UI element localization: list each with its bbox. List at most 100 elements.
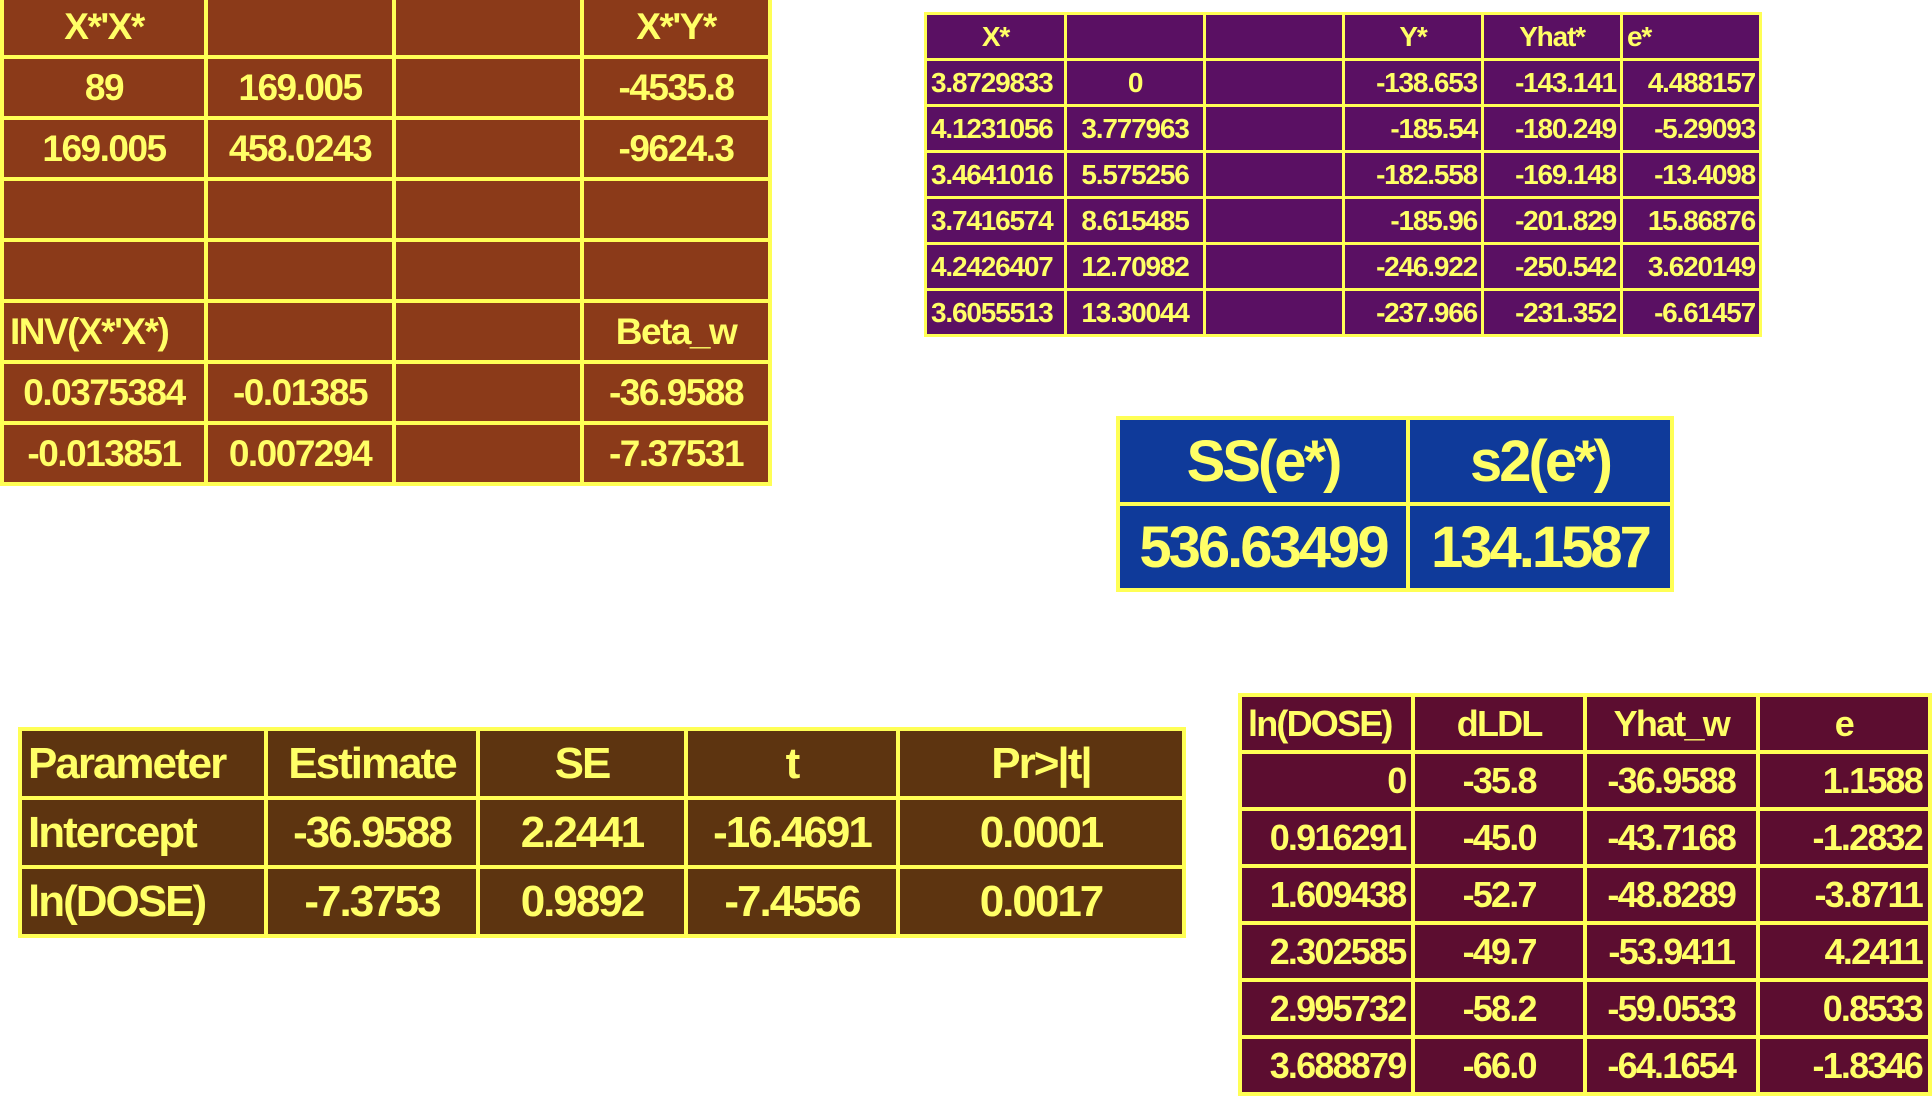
- transformed-data-row-cell: [1203, 196, 1345, 245]
- dose-response-row-cell: -49.7: [1411, 921, 1587, 982]
- parameter-estimates-row-cell: t: [684, 727, 900, 800]
- transformed-data-row-cell: Y*: [1342, 12, 1484, 61]
- ss-header-sse: SS(e*): [1116, 416, 1410, 506]
- parameter-estimates-row-cell: Intercept: [18, 796, 268, 869]
- xtx-matrix-row-cell: [392, 299, 584, 364]
- ss-header-row: SS(e*) s2(e*): [1116, 416, 1674, 506]
- xtx-matrix-row-cell: -0.013851: [0, 421, 208, 486]
- transformed-data-row-cell: [1203, 12, 1345, 61]
- transformed-data-row-cell: 8.615485: [1064, 196, 1206, 245]
- dose-response-row: ln(DOSE) dLDL Yhat_w e: [1237, 693, 1932, 754]
- parameter-estimates-row-cell: Estimate: [264, 727, 480, 800]
- parameter-estimates-row: ln(DOSE) -7.3753 0.9892 -7.4556 0.0017: [18, 865, 1186, 938]
- xtx-matrix-row-cell: Beta_w: [580, 299, 772, 364]
- transformed-data-body: X* Y* Yhat* e* 3.8729833 0 -138.653 -143.141 4.4…: [924, 12, 1762, 337]
- parameter-estimates-body: Parameter Estimate SE t Pr>|t| Intercept -36.9…: [18, 727, 1186, 938]
- xtx-matrix-row: 89 169.005 -4535.8: [0, 55, 772, 120]
- dose-response-row-cell: 2.995732: [1237, 978, 1416, 1039]
- xtx-matrix-row-cell: X*'X*: [0, 0, 208, 59]
- xtx-matrix-row-cell: [204, 299, 396, 364]
- dose-response-row-cell: 0.8533: [1755, 978, 1932, 1039]
- dose-response-row-cell: 3.688879: [1237, 1035, 1416, 1096]
- xtx-matrix-row-cell: -7.37531: [580, 421, 772, 486]
- xtx-matrix-row: X*'X* X*'Y*: [0, 0, 772, 59]
- transformed-data-row: 4.2426407 12.70982 -246.922 -250.542 3.62014…: [924, 242, 1762, 291]
- parameter-estimates-row-cell: 0.0017: [896, 865, 1186, 938]
- dose-response-table: ln(DOSE) dLDL Yhat_w e 0 -35.8 -36.9588 1.1588 0…: [1237, 693, 1932, 1096]
- transformed-data-row-cell: -180.249: [1481, 104, 1623, 153]
- dose-response-row-cell: -36.9588: [1582, 750, 1760, 811]
- xtx-matrix-row: 0.0375384 -0.01385 -36.9588: [0, 360, 772, 425]
- transformed-data-row-cell: -237.966: [1342, 288, 1484, 337]
- transformed-data-row: 3.7416574 8.615485 -185.96 -201.829 15.86876: [924, 196, 1762, 245]
- parameter-estimates-row-cell: Parameter: [18, 727, 268, 800]
- dose-response-body: ln(DOSE) dLDL Yhat_w e 0 -35.8 -36.9588 1.1588 0…: [1237, 693, 1932, 1096]
- dose-response-row-cell: ln(DOSE): [1237, 693, 1416, 754]
- parameter-estimates-row-cell: -16.4691: [684, 796, 900, 869]
- xtx-matrix-row: 169.005 458.0243 -9624.3: [0, 116, 772, 181]
- ss-value-s2: 134.1587: [1406, 502, 1674, 592]
- dose-response-row-cell: -1.2832: [1755, 807, 1932, 868]
- transformed-data-row-cell: X*: [924, 12, 1067, 61]
- transformed-data-row-cell: -143.141: [1481, 58, 1623, 107]
- transformed-data-row-cell: 13.30044: [1064, 288, 1206, 337]
- parameter-estimates-row-cell: SE: [476, 727, 688, 800]
- dose-response-row-cell: -53.9411: [1582, 921, 1760, 982]
- xtx-matrix-row-cell: [580, 238, 772, 303]
- transformed-data-row-cell: [1203, 104, 1345, 153]
- transformed-data-row-cell: 4.1231056: [924, 104, 1067, 153]
- xtx-matrix-row-cell: [392, 421, 584, 486]
- dose-response-row-cell: -35.8: [1411, 750, 1587, 811]
- xtx-matrix-row-cell: 0.0375384: [0, 360, 208, 425]
- xtx-matrix-row-cell: -4535.8: [580, 55, 772, 120]
- dose-response-row-cell: dLDL: [1411, 693, 1587, 754]
- transformed-data-row-cell: -169.148: [1481, 150, 1623, 199]
- dose-response-row: 1.609438 -52.7 -48.8289 -3.8711: [1237, 864, 1932, 925]
- transformed-data-row-cell: 3.777963: [1064, 104, 1206, 153]
- dose-response-row-cell: -58.2: [1411, 978, 1587, 1039]
- xtx-matrix-row: [0, 238, 772, 303]
- xtx-matrix-row-cell: 169.005: [0, 116, 208, 181]
- ss-value-sse: 536.63499: [1116, 502, 1410, 592]
- transformed-data-row-cell: -250.542: [1481, 242, 1623, 291]
- transformed-data-row-cell: -5.29093: [1620, 104, 1762, 153]
- xtx-matrix-row-cell: [204, 238, 396, 303]
- transformed-data-row-cell: 3.6055513: [924, 288, 1067, 337]
- transformed-data-row-cell: Yhat*: [1481, 12, 1623, 61]
- dose-response-row-cell: -43.7168: [1582, 807, 1760, 868]
- transformed-data-row-cell: 3.620149: [1620, 242, 1762, 291]
- transformed-data-row-cell: -13.4098: [1620, 150, 1762, 199]
- parameter-estimates-row-cell: -7.3753: [264, 865, 480, 938]
- dose-response-row: 2.302585 -49.7 -53.9411 4.2411: [1237, 921, 1932, 982]
- dose-response-row: 0.916291 -45.0 -43.7168 -1.2832: [1237, 807, 1932, 868]
- transformed-data-row: X* Y* Yhat* e*: [924, 12, 1762, 61]
- parameter-estimates-row: Parameter Estimate SE t Pr>|t|: [18, 727, 1186, 800]
- parameter-estimates-row: Intercept -36.9588 2.2441 -16.4691 0.0001: [18, 796, 1186, 869]
- ss-value-row: 536.63499 134.1587: [1116, 502, 1674, 592]
- transformed-data-row-cell: -185.96: [1342, 196, 1484, 245]
- xtx-matrix-row-cell: -36.9588: [580, 360, 772, 425]
- parameter-estimates-row-cell: 0.0001: [896, 796, 1186, 869]
- xtx-matrix-row-cell: [0, 177, 208, 242]
- xtx-matrix-row-cell: [392, 116, 584, 181]
- xtx-matrix-row-cell: [392, 0, 584, 59]
- transformed-data-row: 4.1231056 3.777963 -185.54 -180.249 -5.29093: [924, 104, 1762, 153]
- xtx-matrix-row-cell: 458.0243: [204, 116, 396, 181]
- ss-header-s2: s2(e*): [1406, 416, 1674, 506]
- dose-response-row-cell: -45.0: [1411, 807, 1587, 868]
- transformed-data-row-cell: e*: [1620, 12, 1762, 61]
- transformed-data-row-cell: -246.922: [1342, 242, 1484, 291]
- dose-response-row-cell: 1.1588: [1755, 750, 1932, 811]
- xtx-matrix-row: INV(X*'X*) Beta_w: [0, 299, 772, 364]
- transformed-data-row-cell: [1203, 150, 1345, 199]
- transformed-data-row-cell: 4.488157: [1620, 58, 1762, 107]
- xtx-matrix-row-cell: 169.005: [204, 55, 396, 120]
- parameter-estimates-row-cell: -7.4556: [684, 865, 900, 938]
- transformed-data-row-cell: 3.7416574: [924, 196, 1067, 245]
- parameter-estimates-row-cell: Pr>|t|: [896, 727, 1186, 800]
- parameter-estimates-row-cell: -36.9588: [264, 796, 480, 869]
- dose-response-row: 2.995732 -58.2 -59.0533 0.8533: [1237, 978, 1932, 1039]
- transformed-data-row-cell: 15.86876: [1620, 196, 1762, 245]
- dose-response-row-cell: 1.609438: [1237, 864, 1416, 925]
- xtx-matrix-row-cell: [392, 360, 584, 425]
